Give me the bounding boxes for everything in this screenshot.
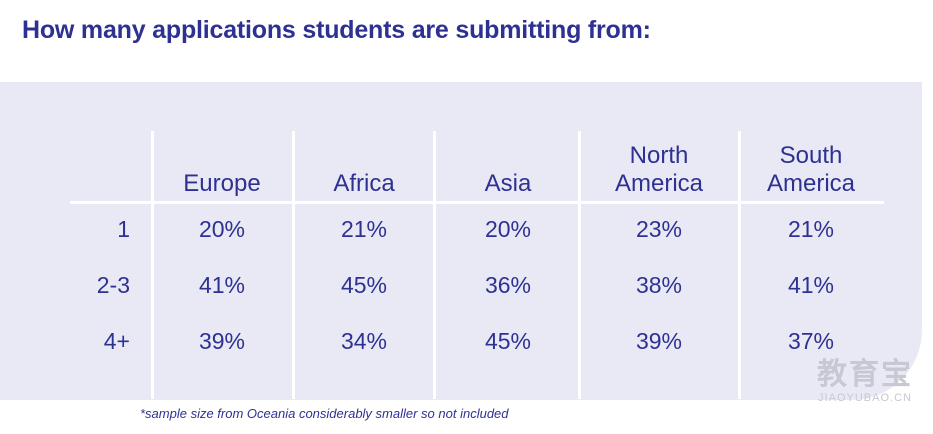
column-divider	[578, 131, 581, 399]
table-cell: 41%	[787, 271, 835, 298]
table-cell: 20%	[198, 215, 246, 242]
column-divider	[292, 131, 295, 399]
column-header-line: Asia	[484, 170, 532, 197]
chart-title: How many applications students are submi…	[22, 16, 651, 44]
table-cell: 20%	[484, 215, 532, 242]
column-header-line: Europe	[183, 170, 261, 197]
watermark-sub: JIAOYUBAO.CN	[818, 392, 912, 404]
table-cell: 38%	[635, 271, 683, 298]
table-cell: 39%	[635, 327, 683, 354]
column-header-line: Africa	[333, 170, 395, 197]
table-cell: 21%	[787, 215, 835, 242]
column-header: South America	[741, 130, 881, 198]
table-cell: 21%	[340, 215, 388, 242]
column-header-line: America	[766, 170, 856, 197]
row-label: 1	[117, 215, 130, 242]
row-label: 4+	[103, 327, 130, 354]
column-header: North America	[589, 130, 729, 198]
header-divider	[70, 201, 884, 204]
table-cell: 45%	[484, 327, 532, 354]
table-cell: 45%	[340, 271, 388, 298]
column-header: Asia	[438, 130, 578, 198]
table-cell: 36%	[484, 271, 532, 298]
table-cell: 34%	[340, 327, 388, 354]
column-header: Africa	[294, 130, 434, 198]
table-cell: 37%	[787, 327, 835, 354]
column-header-line: North	[629, 142, 689, 169]
column-divider	[433, 131, 436, 399]
footnote: *sample size from Oceania considerably s…	[140, 406, 509, 421]
watermark-main: 教育宝	[817, 358, 913, 391]
table-cell: 41%	[198, 271, 246, 298]
watermark-logo: 教育宝 JIAOYUBAO.CN	[817, 358, 913, 404]
table-cell: 39%	[198, 327, 246, 354]
table-cell: 23%	[635, 215, 683, 242]
column-header-line: America	[614, 170, 704, 197]
column-header: Europe	[152, 130, 292, 198]
column-header-line: South	[779, 142, 843, 169]
column-divider	[151, 131, 154, 399]
row-label: 2-3	[96, 271, 130, 298]
column-divider	[738, 131, 741, 399]
